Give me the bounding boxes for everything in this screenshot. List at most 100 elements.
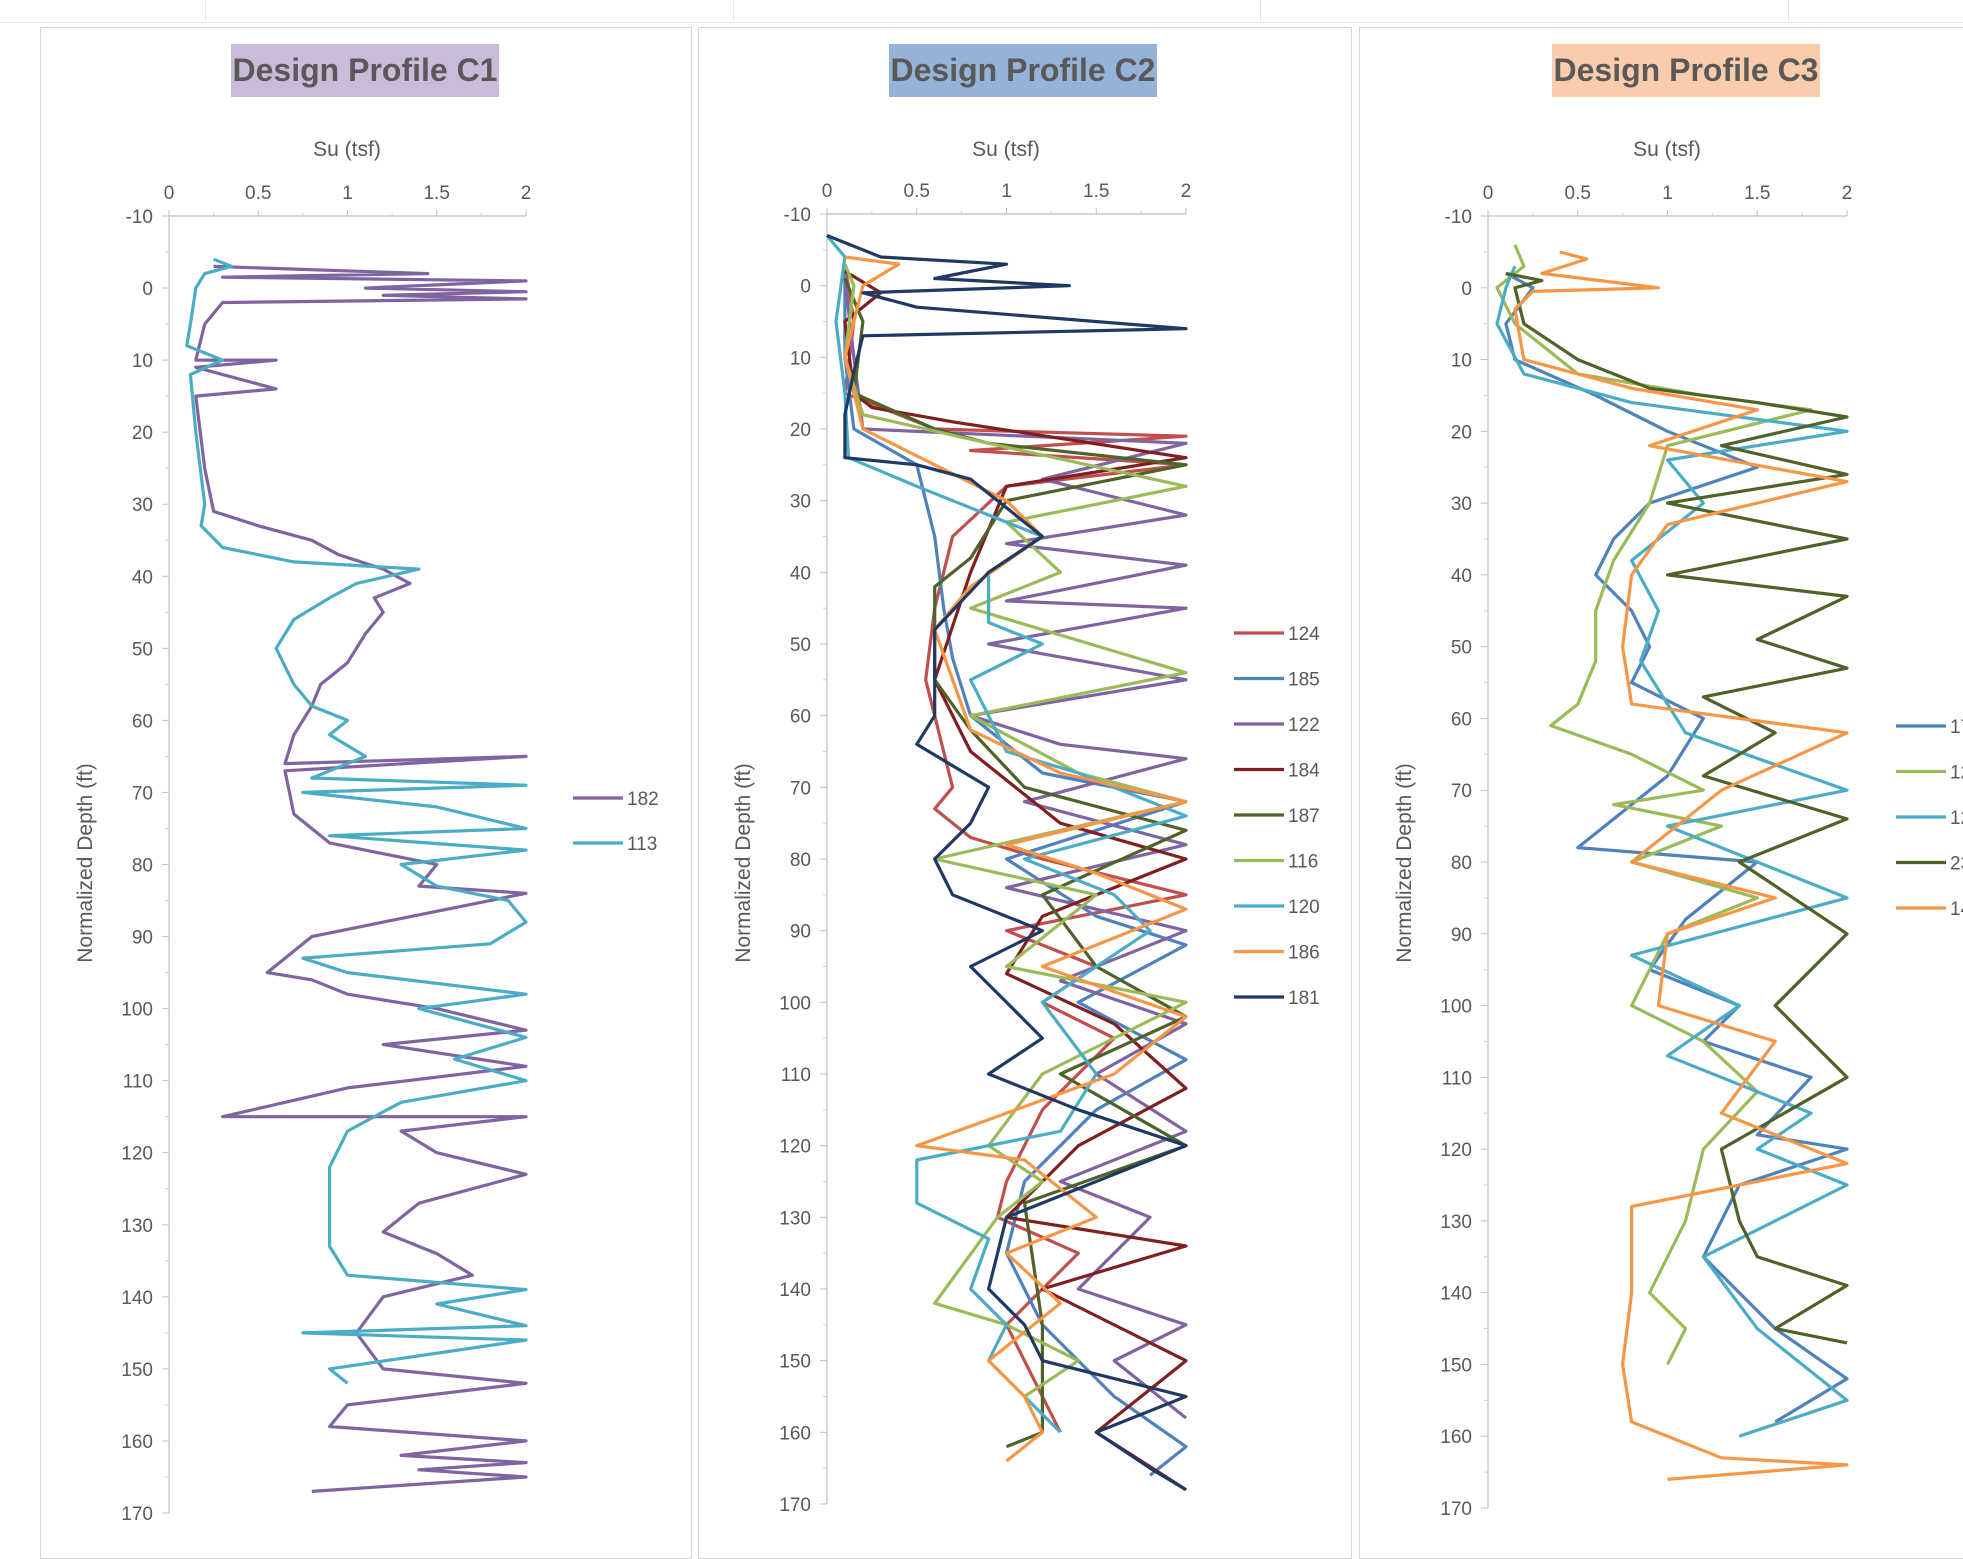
x-tick-label: 2 bbox=[1842, 183, 1853, 204]
legend-label: 14 bbox=[1950, 899, 1963, 920]
y-tick-label: 20 bbox=[1451, 422, 1472, 443]
y-tick-label: 140 bbox=[1440, 1284, 1472, 1305]
legend-label: 187 bbox=[1288, 806, 1320, 827]
sheet-gridline bbox=[1788, 0, 1789, 22]
series-line-120 bbox=[825, 234, 1188, 1434]
y-tick-label: 80 bbox=[1451, 853, 1472, 874]
y-tick-label: 160 bbox=[1440, 1427, 1472, 1448]
legend-label: 17 bbox=[1950, 717, 1963, 738]
chart-panel-c3[interactable]: Design Profile C3 Su (tsf) Normalized De… bbox=[1359, 27, 1963, 1559]
series-line-17 bbox=[1504, 271, 1849, 1424]
y-tick-label: 160 bbox=[779, 1423, 811, 1444]
x-tick-label: 1 bbox=[342, 183, 353, 204]
x-tick-label: 0.5 bbox=[1565, 183, 1591, 204]
y-tick-label: 130 bbox=[779, 1208, 811, 1229]
chart-panel-c2[interactable]: Design Profile C2 Su (tsf) Normalized De… bbox=[698, 27, 1352, 1559]
x-tick-label: 2 bbox=[1181, 181, 1192, 202]
chart-title: Design Profile C3 bbox=[1552, 44, 1820, 97]
sheet-gridline-strip bbox=[0, 0, 1963, 23]
y-tick-label: 50 bbox=[790, 635, 811, 656]
series-line-186 bbox=[843, 255, 1188, 1463]
chart-panel-c1[interactable]: Design Profile C1 Su (tsf) Normalized De… bbox=[40, 27, 692, 1559]
series-line-181 bbox=[826, 234, 1188, 1492]
legend-label: 184 bbox=[1288, 761, 1320, 782]
y-tick-label: 0 bbox=[142, 279, 153, 300]
y-tick-label: 70 bbox=[132, 783, 153, 804]
y-tick-label: 110 bbox=[781, 1065, 811, 1086]
y-tick-label: 150 bbox=[779, 1352, 811, 1373]
legend-label: 182 bbox=[627, 789, 659, 810]
chart-plot-c3: Su (tsf) Normalized Depth (ft) 0 0.5 1 1.5 2… bbox=[1393, 138, 1963, 1520]
series-line-14 bbox=[1513, 250, 1849, 1481]
x-axis-label: Su (tsf) bbox=[1633, 138, 1701, 161]
y-tick-label: 20 bbox=[790, 420, 811, 441]
y-tick-label: 70 bbox=[790, 778, 811, 799]
x-axis-label: Su (tsf) bbox=[972, 138, 1040, 161]
y-tick-label: 150 bbox=[1440, 1355, 1472, 1376]
y-tick-label: 140 bbox=[121, 1288, 153, 1309]
series-line-184 bbox=[843, 269, 1188, 1492]
sheet-gridline bbox=[205, 0, 206, 22]
y-tick-label: 40 bbox=[790, 563, 811, 584]
series-line-12 bbox=[1495, 265, 1849, 1438]
y-tick-label: 170 bbox=[779, 1495, 811, 1516]
y-axis-label: Normalized Depth (ft) bbox=[1393, 763, 1416, 963]
series-line-122 bbox=[843, 278, 1188, 1420]
y-tick-label: 80 bbox=[132, 856, 153, 877]
y-tick-label: 130 bbox=[1440, 1212, 1472, 1233]
legend-label: 124 bbox=[1288, 624, 1320, 645]
legend-label: 113 bbox=[627, 834, 657, 855]
chart-plot-c2: Su (tsf) Normalized Depth (ft) 0 0.5 1 1.5 2… bbox=[732, 138, 1320, 1516]
series-line-12 bbox=[1495, 244, 1813, 1366]
y-tick-label: 80 bbox=[790, 850, 811, 871]
y-tick-label: 40 bbox=[132, 567, 153, 588]
y-tick-label: 50 bbox=[132, 639, 153, 660]
y-tick-label: 60 bbox=[1451, 709, 1472, 730]
x-tick-label: 0.5 bbox=[904, 181, 930, 202]
y-tick-label: -10 bbox=[784, 205, 811, 226]
chart-title: Design Profile C1 bbox=[231, 44, 499, 97]
y-tick-label: 30 bbox=[132, 495, 153, 516]
y-tick-label: 30 bbox=[790, 492, 811, 513]
x-tick-label: 2 bbox=[521, 183, 532, 204]
legend-label: 122 bbox=[1288, 715, 1320, 736]
legend-label: 12 bbox=[1950, 763, 1963, 784]
y-tick-label: 40 bbox=[1451, 566, 1472, 587]
y-tick-label: 170 bbox=[121, 1504, 153, 1525]
y-tick-label: 30 bbox=[1451, 494, 1472, 515]
x-tick-label: 0 bbox=[822, 181, 833, 202]
legend-label: 185 bbox=[1288, 670, 1320, 691]
series-line-185 bbox=[843, 271, 1188, 1477]
y-axis-label: Normalized Depth (ft) bbox=[74, 763, 97, 963]
x-tick-label: 1.5 bbox=[1083, 181, 1109, 202]
y-tick-label: 120 bbox=[121, 1144, 153, 1165]
series-line-23 bbox=[1505, 271, 1849, 1345]
y-tick-label: 60 bbox=[132, 711, 153, 732]
legend-label: 116 bbox=[1288, 852, 1318, 873]
legend-label: 181 bbox=[1288, 988, 1320, 1009]
x-axis-label: Su (tsf) bbox=[313, 138, 381, 161]
sheet-gridline bbox=[1260, 0, 1261, 22]
chart-plot-c1: Su (tsf) Normalized Depth (ft) 0 0.5 1 1.5 2… bbox=[74, 138, 659, 1525]
series-line-182 bbox=[194, 264, 528, 1493]
legend-label: 120 bbox=[1288, 897, 1320, 918]
y-tick-label: 140 bbox=[779, 1280, 811, 1301]
x-tick-label: 1.5 bbox=[1744, 183, 1770, 204]
x-tick-label: 0 bbox=[164, 183, 175, 204]
sheet-gridline bbox=[733, 0, 734, 22]
y-tick-label: 0 bbox=[1461, 279, 1472, 300]
x-tick-label: 1 bbox=[1001, 181, 1012, 202]
legend-label: 186 bbox=[1288, 943, 1320, 964]
y-tick-label: 10 bbox=[1451, 351, 1472, 372]
y-tick-label: 70 bbox=[1451, 781, 1472, 802]
x-tick-label: 0 bbox=[1483, 183, 1494, 204]
y-axis-label: Normalized Depth (ft) bbox=[732, 763, 755, 963]
y-tick-label: 130 bbox=[121, 1216, 153, 1237]
y-tick-label: 110 bbox=[123, 1072, 153, 1093]
legend-label: 23 bbox=[1950, 854, 1963, 875]
y-tick-label: 110 bbox=[1442, 1068, 1472, 1089]
y-tick-label: 10 bbox=[132, 351, 153, 372]
y-tick-label: 90 bbox=[1451, 925, 1472, 946]
y-tick-label: 0 bbox=[800, 277, 811, 298]
x-tick-label: 1 bbox=[1662, 183, 1673, 204]
